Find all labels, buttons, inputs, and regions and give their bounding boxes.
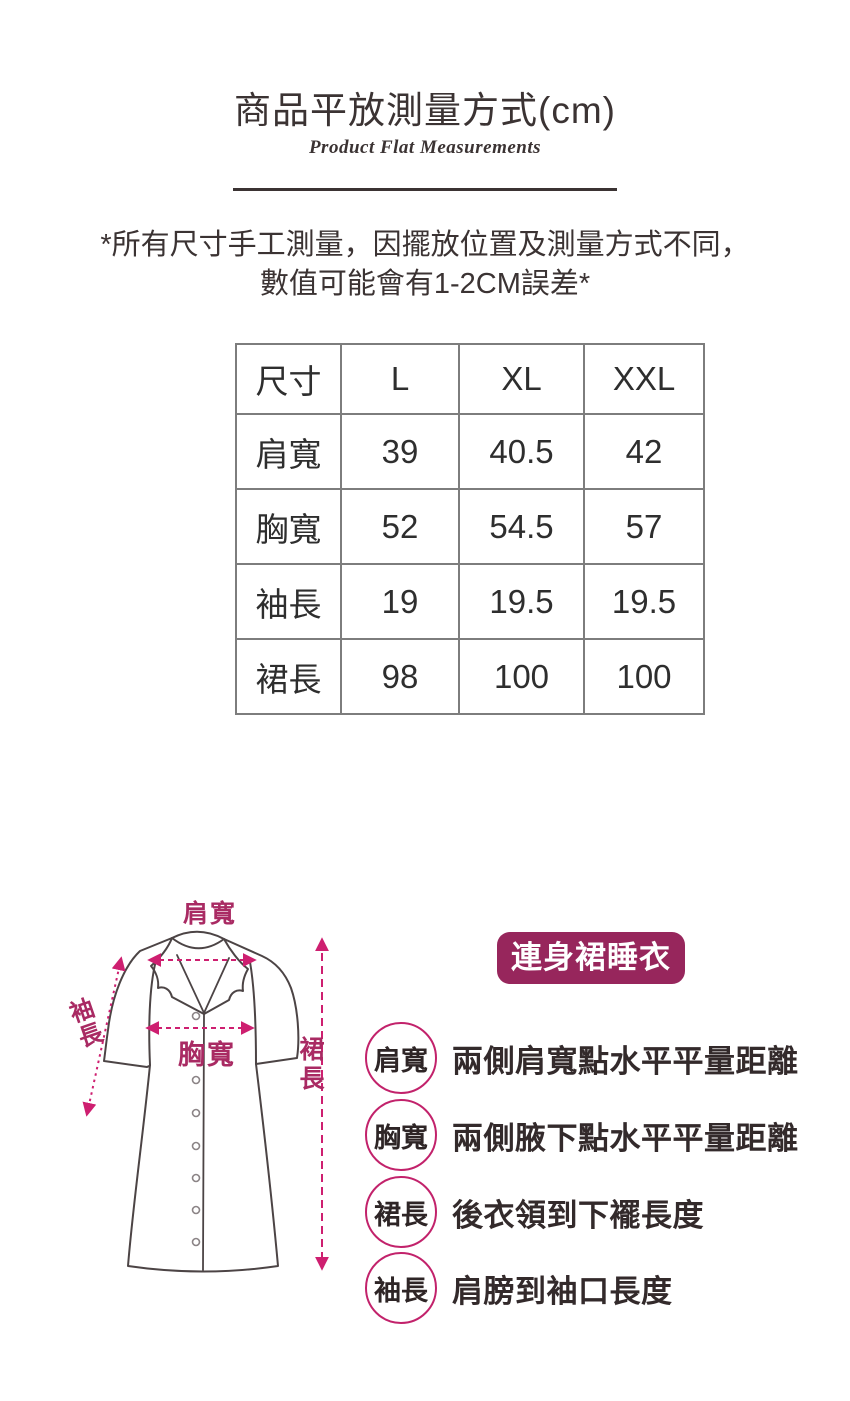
table-row: 袖長 19 19.5 19.5 [235, 563, 705, 640]
legend-item-shoulder: 肩寬 兩側肩寬點水平平量距離 [365, 1022, 799, 1094]
legend-item-sleeve: 袖長 肩膀到袖口長度 [365, 1252, 673, 1324]
cell: 40.5 [458, 413, 585, 490]
cell: 19.5 [458, 563, 585, 640]
sleeve-length-arrow [82, 956, 126, 1117]
dress-diagram [82, 930, 329, 1273]
cell: 54.5 [458, 488, 585, 565]
table-row: 肩寬 39 40.5 42 [235, 413, 705, 490]
cell: 100 [458, 638, 585, 715]
cell: 19.5 [583, 563, 705, 640]
legend-key-badge: 袖長 [365, 1252, 437, 1324]
cell: 98 [340, 638, 460, 715]
legend-description: 後衣領到下襬長度 [452, 1197, 704, 1233]
legend-description: 兩側腋下點水平平量距離 [452, 1120, 799, 1156]
measurement-note: *所有尺寸手工測量，因擺放位置及測量方式不同， 數值可能會有1-2CM誤差* [0, 226, 850, 304]
legend-item-skirt: 裙長 後衣領到下襬長度 [365, 1176, 704, 1248]
legend-description: 肩膀到袖口長度 [452, 1273, 673, 1309]
row-label: 胸寬 [235, 488, 342, 565]
cell: 39 [340, 413, 460, 490]
dress-outline [103, 930, 300, 1273]
title-divider [233, 188, 617, 191]
row-label: 肩寬 [235, 413, 342, 490]
diagram-label-skirt: 裙長 [296, 1036, 323, 1094]
page-subtitle: Product Flat Measurements [308, 137, 542, 158]
legend-key-badge: 肩寬 [365, 1022, 437, 1094]
cell: 52 [340, 488, 460, 565]
size-table-header-cell: XXL [583, 343, 705, 415]
product-type-badge: 連身裙睡衣 [497, 932, 685, 984]
size-table-header-cell: XL [458, 343, 585, 415]
diagram-label-chest: 胸寬 [178, 1040, 236, 1070]
legend-description: 兩側肩寬點水平平量距離 [452, 1043, 799, 1079]
size-table-header-cell: L [340, 343, 460, 415]
row-label: 裙長 [235, 638, 342, 715]
note-line-2: 數值可能會有1-2CM誤差* [259, 268, 591, 300]
legend-item-chest: 胸寬 兩側腋下點水平平量距離 [365, 1099, 799, 1171]
cell: 19 [340, 563, 460, 640]
size-table: 尺寸 L XL XXL 肩寬 39 40.5 42 胸寬 52 54.5 57 … [235, 343, 705, 715]
cell: 42 [583, 413, 705, 490]
note-line-1: *所有尺寸手工測量，因擺放位置及測量方式不同， [100, 229, 750, 261]
button-icons [191, 1011, 201, 1247]
row-label: 袖長 [235, 563, 342, 640]
measurement-arrows [82, 937, 329, 1271]
size-table-header-cell: 尺寸 [235, 343, 342, 415]
legend-key-badge: 胸寬 [365, 1099, 437, 1171]
table-row: 裙長 98 100 100 [235, 638, 705, 715]
table-row: 胸寬 52 54.5 57 [235, 488, 705, 565]
legend-key-badge: 裙長 [365, 1176, 437, 1248]
diagram-label-shoulder: 肩寬 [183, 901, 238, 928]
size-table-header-row: 尺寸 L XL XXL [235, 343, 705, 415]
cell: 100 [583, 638, 705, 715]
cell: 57 [583, 488, 705, 565]
page-title: 商品平放測量方式(cm) [234, 90, 616, 131]
